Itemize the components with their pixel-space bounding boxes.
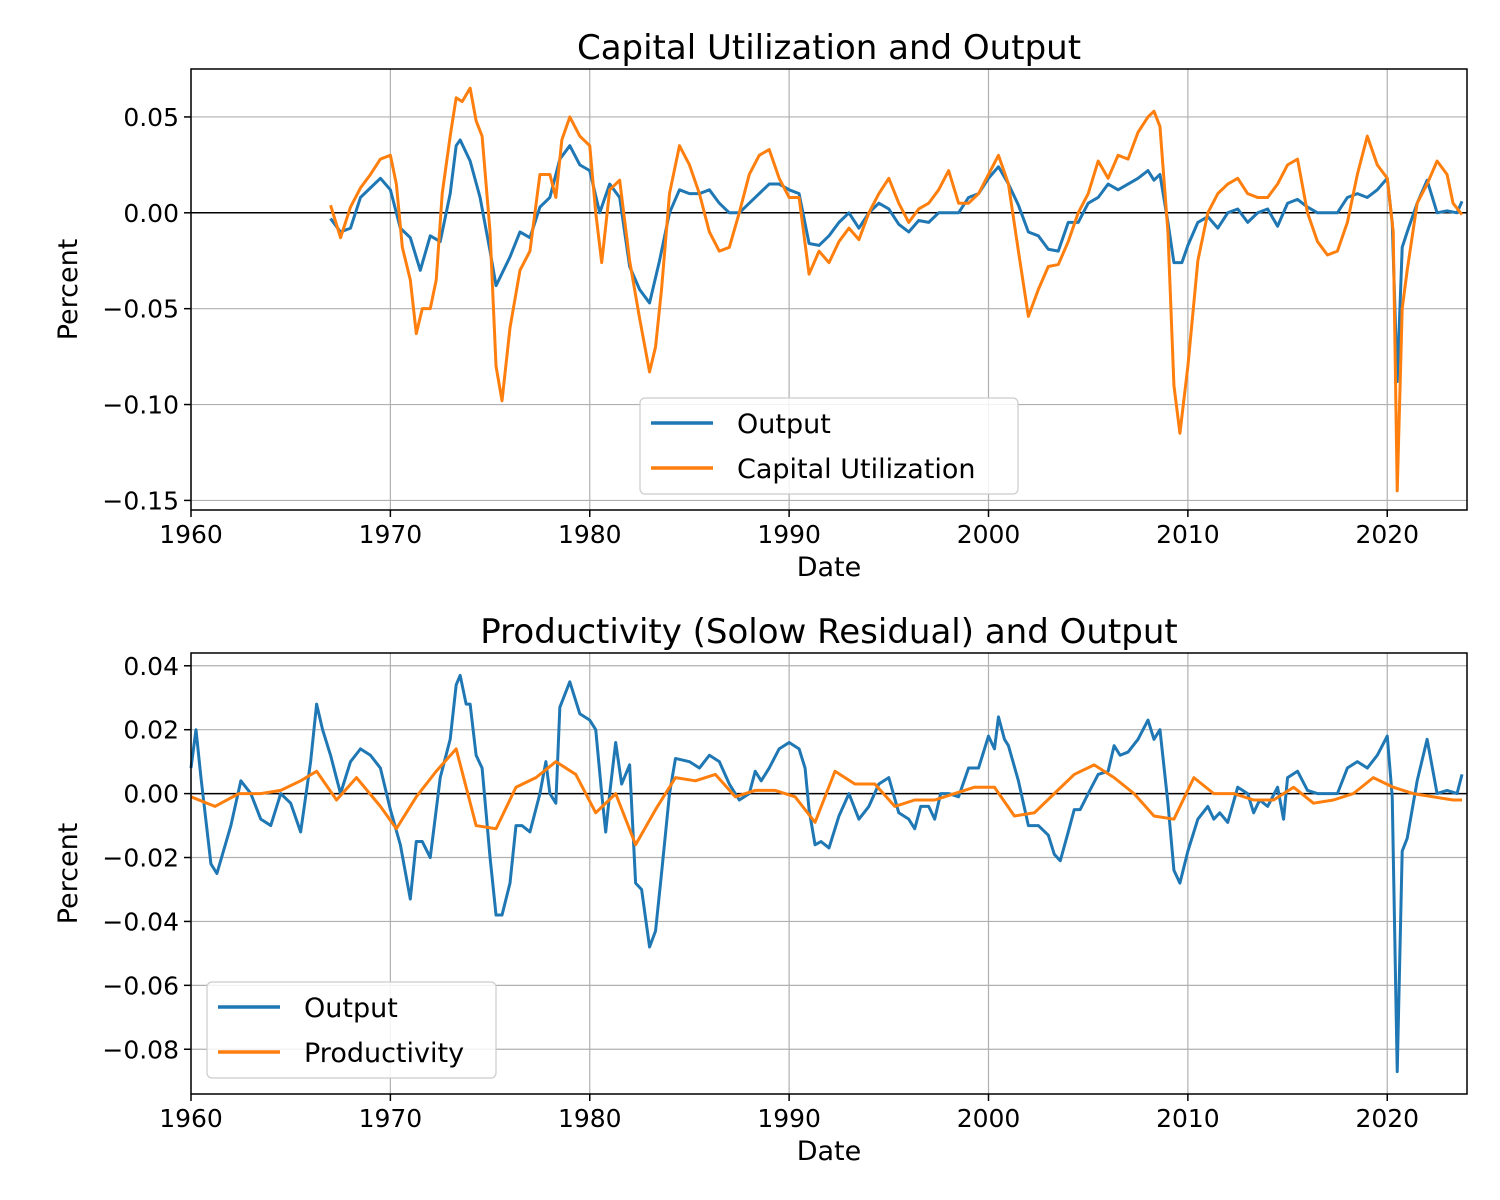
chart-1-title: Capital Utilization and Output — [577, 28, 1081, 68]
chart-2-title: Productivity (Solow Residual) and Output — [480, 612, 1177, 652]
chart-2-y-axis-label: Percent — [53, 823, 84, 925]
chart-2-x-tick-label-0: 1960 — [159, 1104, 223, 1133]
chart-1-y-tick-label-0: 0.05 — [123, 103, 179, 132]
chart-2-x-tick-label-1: 1970 — [359, 1104, 423, 1133]
chart-2-series-output-line — [189, 673, 1464, 1074]
chart-1-axes-frame — [190, 68, 1468, 511]
chart-1-x-tick-label-6: 2020 — [1355, 520, 1419, 549]
chart-2-y-tick-label-1: 0.02 — [123, 716, 179, 745]
chart-2-axes-frame — [190, 652, 1468, 1095]
chart-1-x-tick-label-4: 2000 — [957, 520, 1021, 549]
chart-1-legend-box — [639, 397, 1019, 495]
chart-2-legend: Output Productivity — [206, 981, 497, 1079]
chart-1-x-tick-label-0: 1960 — [159, 520, 223, 549]
chart-1-legend: Output Capital Utilization — [639, 397, 1019, 495]
chart-2-series-productivity-line — [190, 747, 1463, 847]
chart-1-x-tick-label-5: 2010 — [1156, 520, 1220, 549]
chart-1-x-axis-label: Date — [797, 552, 862, 583]
chart-1-x-tick-label-2: 1980 — [558, 520, 622, 549]
chart-2: 1960 1970 1980 1990 2000 2010 2020 0.04 0.02 0.00… — [53, 612, 1468, 1167]
chart-2-x-tick-label-5: 2010 — [1156, 1104, 1220, 1133]
chart-1-y-tick-label-4: −0.15 — [102, 486, 179, 515]
chart-2-x-tick-label-2: 1980 — [558, 1104, 622, 1133]
chart-1: 1960 1970 1980 1990 2000 2010 2020 0.05 0.00 −0.0… — [53, 28, 1468, 583]
chart-2-x-tick-label-4: 2000 — [957, 1104, 1021, 1133]
chart-2-x-tick-label-6: 2020 — [1355, 1104, 1419, 1133]
chart-1-x-tick-label-1: 1970 — [359, 520, 423, 549]
chart-2-legend-label-output: Output — [304, 993, 398, 1024]
chart-1-legend-label-output: Output — [737, 409, 831, 440]
chart-1-y-tick-label-1: 0.00 — [123, 199, 179, 228]
chart-2-y-tick-label-5: −0.06 — [102, 971, 179, 1000]
chart-2-y-tick-label-3: −0.02 — [102, 844, 179, 873]
chart-1-legend-label-capital-utilization: Capital Utilization — [737, 454, 976, 485]
chart-1-series-output-line — [329, 138, 1464, 384]
chart-1-series-capital-utilization-line — [329, 86, 1464, 493]
chart-1-y-tick-label-3: −0.10 — [102, 391, 179, 420]
chart-1-y-tick-label-2: −0.05 — [102, 295, 179, 324]
chart-2-y-tick-label-0: 0.04 — [123, 652, 179, 681]
chart-2-y-tick-label-2: 0.00 — [123, 780, 179, 809]
chart-2-x-axis-label: Date — [797, 1136, 862, 1167]
chart-2-y-tick-label-4: −0.04 — [102, 907, 179, 936]
chart-2-x-tick-label-3: 1990 — [757, 1104, 821, 1133]
chart-2-legend-label-productivity: Productivity — [304, 1038, 464, 1069]
chart-1-x-tick-label-3: 1990 — [757, 520, 821, 549]
chart-2-y-tick-label-6: −0.08 — [102, 1035, 179, 1064]
chart-1-y-axis-label: Percent — [53, 239, 84, 341]
